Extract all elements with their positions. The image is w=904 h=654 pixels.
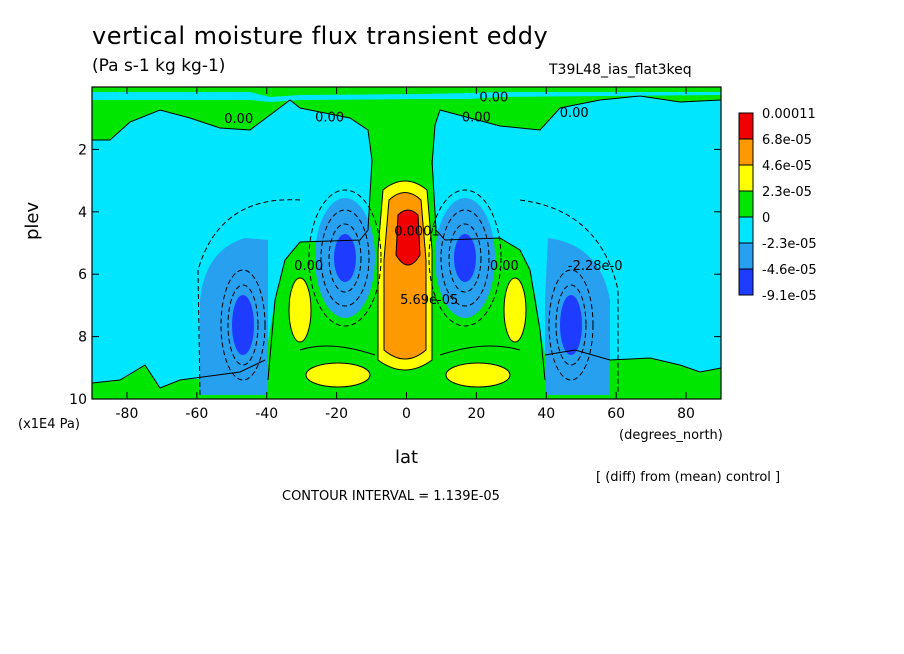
contour-label-9: 5.69e-05: [400, 293, 458, 308]
legend-label-5: -2.3e-05: [762, 237, 817, 252]
legend-swatch-6: [738, 268, 754, 296]
sh-inner-contour-2: [320, 209, 370, 307]
contour-label-8: 0.0001: [394, 225, 440, 240]
equatorial-red-fill: [396, 210, 420, 265]
x-axis-label: lat: [395, 447, 419, 468]
equatorial-contour-1: [377, 180, 433, 371]
contour-label-3: 0.00: [462, 111, 491, 126]
sh-lower-yellow-fill: [306, 363, 370, 387]
top-zero-contour: [92, 99, 373, 161]
legend-label-1: 6.8e-05: [762, 133, 812, 148]
legend-swatch-4: [738, 216, 754, 244]
legend-swatch-1: [738, 138, 754, 166]
legend-label-2: 4.6e-05: [762, 159, 812, 174]
plot-area: 0.00 0.00 0.00 0.00 0.00 0.00 0.00 -2.28e-0 0.00…: [92, 87, 721, 399]
sh-outer-contour-2: [227, 284, 259, 366]
x-tick-label: 20: [467, 406, 485, 422]
x-tick-label: 40: [537, 406, 555, 422]
legend-swatch-3: [738, 190, 754, 218]
bottom-zero-contour-nh: [544, 349, 721, 373]
x-tick-label: -20: [325, 406, 348, 422]
sh-low-contour: [299, 345, 376, 356]
contour-label-2: 0.00: [479, 90, 508, 105]
nh-lower-yellow-fill: [446, 363, 510, 387]
y-axis: 2 4 6 8 10: [69, 142, 721, 408]
nh-outer-contour-1: [548, 269, 594, 381]
contour-label-1: 0.00: [315, 111, 344, 126]
sh-broad-contour: [197, 199, 301, 396]
contour-interval: CONTOUR INTERVAL = 1.139E-05: [282, 489, 500, 504]
sh-outer-contour-1: [220, 269, 266, 381]
contour-labels: 0.00 0.00 0.00 0.00 0.00 0.00 0.00 -2.28e-0 0.00…: [224, 90, 622, 308]
legend-swatch-2: [738, 164, 754, 192]
nh-outer-darkblue-fill: [560, 295, 582, 355]
equatorial-contour-2: [383, 192, 427, 360]
y-tick-label: 6: [78, 267, 87, 283]
negative-contours: [197, 189, 619, 396]
x-axis-unit: (degrees_north): [619, 428, 723, 443]
legend-label-3: 2.3e-05: [762, 185, 812, 200]
sh-inner-darkblue-fill: [334, 234, 356, 282]
sh-subtropic-contour: [288, 277, 312, 343]
nh-low-contour: [439, 345, 521, 356]
diff-note: [ (diff) from (mean) control ]: [596, 470, 781, 485]
contour-label-4: 0.00: [560, 106, 589, 121]
legend-swatch-0: [738, 112, 754, 140]
y-tick-label: 4: [78, 205, 87, 221]
x-tick-label: 0: [402, 406, 411, 422]
nh-inner-contour-3: [448, 223, 482, 293]
bottom-zero-contour: [92, 359, 266, 389]
legend-swatch-5: [738, 242, 754, 270]
chart-title: vertical moisture flux transient eddy: [92, 22, 549, 50]
x-tick-label: -60: [185, 406, 208, 422]
equatorial-contour-3: [395, 209, 421, 266]
contour-label-7: -2.28e-0: [568, 259, 623, 274]
nh-lower-contour: [445, 362, 511, 388]
sh-subtropic-yellow-fill: [289, 278, 311, 342]
chart-units: (Pa s-1 kg kg-1): [92, 56, 226, 76]
run-name: T39L48_ias_flat3keq: [549, 62, 692, 78]
y-tick-label: 10: [69, 392, 87, 408]
nh-inner-darkblue-fill: [454, 234, 476, 282]
sh-inner-contour-1: [308, 189, 382, 327]
nh-subtropic-yellow-fill: [504, 278, 526, 342]
x-axis: -80 -60 -40 -20 0 20 40 60 80: [116, 87, 695, 422]
sh-outer-darkblue-fill: [232, 295, 254, 355]
colorbar-legend: 0.00011 6.8e-05 4.6e-05 2.3e-05 0 -2.3e-05 -4.…: [738, 107, 817, 304]
central-zero-contour: [267, 159, 373, 381]
y-axis-unit: (x1E4 Pa): [18, 417, 80, 432]
legend-label-0: 0.00011: [762, 107, 816, 122]
nh-broad-contour: [519, 199, 619, 395]
top-strip-fill: [92, 92, 721, 102]
legend-label-4: 0: [762, 211, 770, 226]
sh-inner-contour-3: [328, 223, 362, 293]
legend-label-6: -4.6e-05: [762, 263, 817, 278]
x-tick-label: 80: [677, 406, 695, 422]
sh-lower-contour: [305, 362, 371, 388]
positive-contours: [92, 95, 721, 389]
y-tick-label: 8: [78, 330, 87, 346]
contour-label-0: 0.00: [224, 112, 253, 127]
nh-inner-contour-1: [428, 189, 502, 327]
x-tick-label: -40: [255, 406, 278, 422]
nh-outer-contour-2: [555, 284, 587, 366]
x-tick-label: 60: [607, 406, 625, 422]
x-tick-label: -80: [116, 406, 139, 422]
top-zero-contour-nh: [431, 95, 721, 166]
contour-label-6: 0.00: [490, 259, 519, 274]
top-positive-fill: [92, 87, 721, 165]
contour-label-5: 0.00: [294, 259, 323, 274]
legend-label-7: -9.1e-05: [762, 289, 817, 304]
nh-inner-contour-2: [440, 209, 490, 307]
y-tick-label: 2: [78, 142, 87, 158]
nh-subtropic-contour: [503, 277, 527, 343]
central-zero-contour-nh: [431, 159, 546, 381]
